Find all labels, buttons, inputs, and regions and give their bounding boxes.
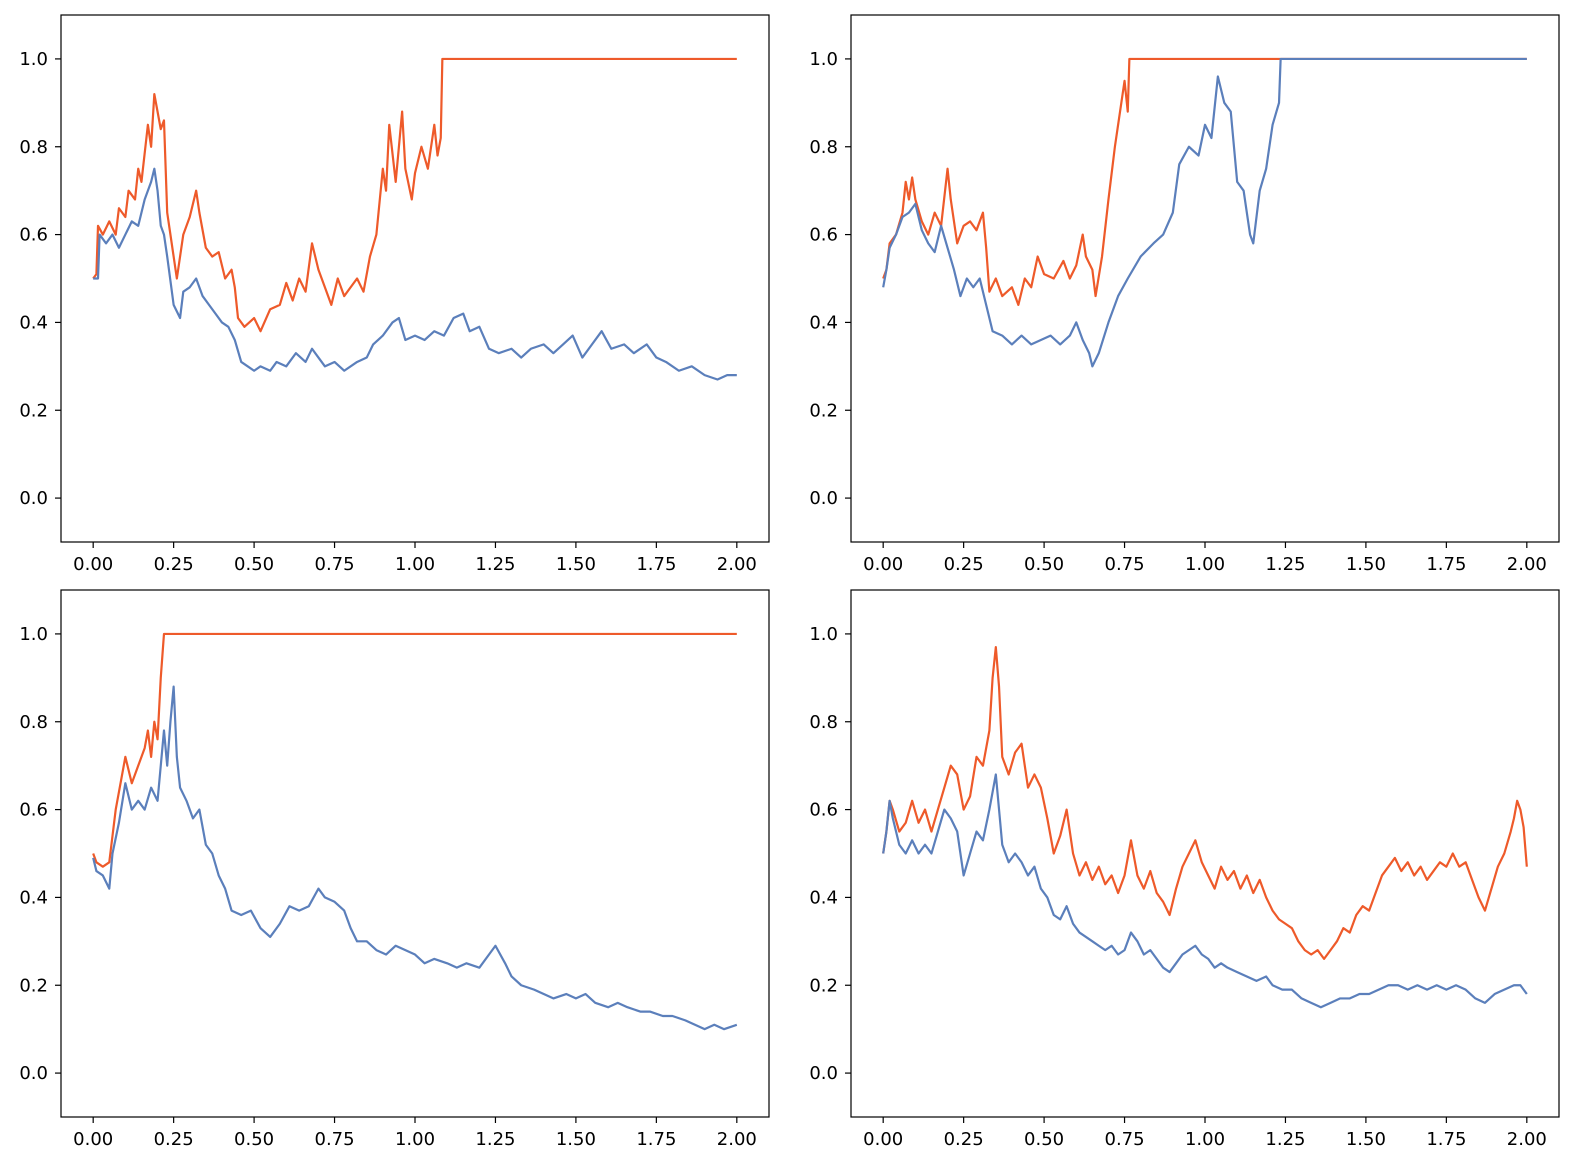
series-line-blue [882,773,1528,1009]
series-line-blue [93,167,737,381]
y-tick-label: 0.8 [809,137,838,158]
x-tick-label: 2.00 [1507,1129,1547,1150]
axes-frame [60,589,770,1118]
x-tick-label: 0.25 [944,554,984,575]
y-tick-label: 1.0 [19,49,48,70]
y-tick-label: 1.0 [809,49,838,70]
y-tick-label: 0.6 [19,800,48,821]
y-tick-label: 0.4 [19,312,48,333]
chart-panel-top-right: 0.00 0.25 0.50 0.75 1.00 1.25 1.50 1.75 2.00 0.0 0… [809,14,1560,575]
x-tick-label: 0.50 [1024,1129,1064,1150]
y-tick-label: 0.6 [809,800,838,821]
x-tick-label: 1.00 [395,554,435,575]
x-tick-label: 0.75 [315,554,355,575]
x-tick-label: 1.25 [1265,554,1305,575]
series-line-orange [882,57,1527,306]
y-tick-label: 0.8 [19,712,48,733]
x-tick-label: 1.75 [636,1129,676,1150]
y-tick-label: 0.0 [19,488,48,509]
y-tick-label: 1.0 [19,624,48,645]
y-tick-label: 0.6 [19,225,48,246]
y-tick-label: 0.2 [19,400,48,421]
x-tick-label: 1.25 [1265,1129,1305,1150]
x-tick-label: 1.50 [556,554,596,575]
x-tick-label: 2.00 [717,1129,757,1150]
x-tick-label: 0.75 [1105,554,1145,575]
x-tick-label: 0.75 [315,1129,355,1150]
x-tick-label: 1.25 [475,554,515,575]
y-tick-label: 0.4 [809,312,838,333]
x-tick-label: 1.00 [1185,1129,1225,1150]
x-tick-label: 1.50 [1346,554,1386,575]
y-tick-label: 1.0 [809,624,838,645]
x-tick-label: 1.25 [475,1129,515,1150]
y-tick-label: 0.0 [809,1063,838,1084]
x-tick-label: 0.75 [1105,1129,1145,1150]
chart-panel-top-left: 0.00 0.25 0.50 0.75 1.00 1.25 1.50 1.75 2.00 0.0 0… [19,14,770,575]
y-tick-label: 0.0 [809,488,838,509]
y-tick-label: 0.8 [809,712,838,733]
x-tick-label: 0.25 [154,1129,194,1150]
y-tick-label: 0.6 [809,225,838,246]
axes-frame [60,14,770,543]
x-tick-label: 0.00 [863,554,903,575]
x-tick-label: 0.00 [863,1129,903,1150]
x-tick-label: 2.00 [717,554,757,575]
y-tick-label: 0.0 [19,1063,48,1084]
x-tick-label: 1.75 [1426,1129,1466,1150]
series-line-orange [92,632,737,868]
x-tick-label: 1.75 [1426,554,1466,575]
x-tick-label: 2.00 [1507,554,1547,575]
series-line-blue [882,57,1527,368]
x-tick-label: 0.50 [234,1129,274,1150]
series-line-blue [92,685,738,1031]
chart-panel-bottom-right: 0.00 0.25 0.50 0.75 1.00 1.25 1.50 1.75 2.00 0.0 0… [809,589,1560,1150]
x-tick-label: 1.00 [395,1129,435,1150]
x-tick-label: 0.00 [73,554,113,575]
chart-panel-bottom-left: 0.00 0.25 0.50 0.75 1.00 1.25 1.50 1.75 2.00 0.0 0… [19,589,770,1150]
x-tick-label: 0.25 [944,1129,984,1150]
series-line-orange [882,645,1528,960]
y-tick-label: 0.2 [809,975,838,996]
y-tick-label: 0.4 [809,887,838,908]
y-tick-label: 0.2 [809,400,838,421]
y-tick-label: 0.4 [19,887,48,908]
x-tick-label: 1.75 [636,554,676,575]
y-tick-label: 0.2 [19,975,48,996]
x-tick-label: 1.00 [1185,554,1225,575]
series-line-orange [92,57,737,333]
x-tick-label: 0.50 [1024,554,1064,575]
x-tick-label: 0.50 [234,554,274,575]
x-tick-label: 1.50 [1346,1129,1386,1150]
x-tick-label: 0.00 [73,1129,113,1150]
x-tick-label: 0.25 [154,554,194,575]
y-tick-label: 0.8 [19,137,48,158]
x-tick-label: 1.50 [556,1129,596,1150]
